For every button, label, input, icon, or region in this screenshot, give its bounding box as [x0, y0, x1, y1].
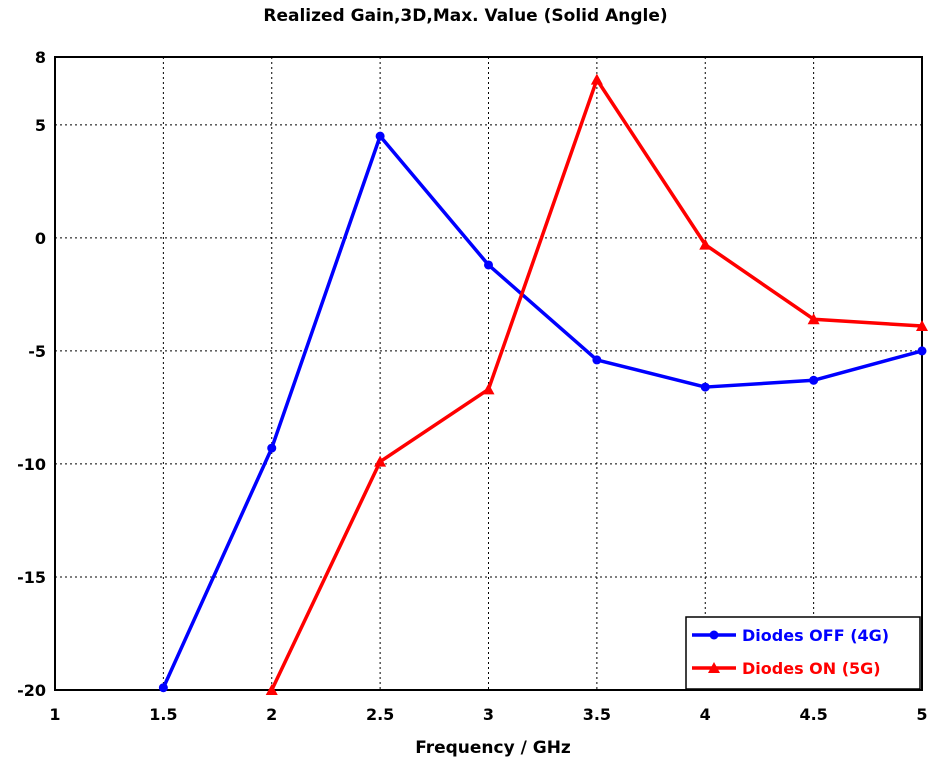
y-tick-label: -20	[17, 681, 46, 700]
x-tick-label: 4.5	[799, 705, 827, 724]
data-point	[807, 313, 820, 325]
y-tick-label: 0	[35, 229, 46, 248]
data-point	[700, 382, 710, 392]
x-tick-label: 2.5	[366, 705, 394, 724]
data-point	[482, 383, 495, 395]
x-axis-label: Frequency / GHz	[415, 738, 571, 758]
series-line	[161, 134, 923, 689]
x-axis-ticks: 1 1.5 2 2.5 3 3.5 4 4.5 5	[49, 705, 927, 724]
y-tick-label: 8	[35, 48, 46, 67]
y-axis-ticks: 8 5 0 -5 -10 -15 -20	[17, 48, 46, 700]
legend: Diodes OFF (4G) Diodes ON (5G)	[685, 616, 921, 690]
data-point	[158, 683, 168, 693]
data-point	[484, 260, 493, 270]
legend-label: Diodes OFF (4G)	[742, 626, 889, 645]
x-tick-label: 3.5	[583, 705, 611, 724]
legend-swatch-marker	[709, 630, 719, 640]
data-point	[374, 455, 387, 467]
legend-swatch-marker	[708, 662, 720, 673]
legend-item: Diodes ON (5G)	[692, 659, 881, 678]
x-tick-label: 4	[700, 705, 711, 724]
data-point	[590, 73, 603, 85]
series-layer	[158, 73, 928, 695]
x-tick-label: 1.5	[149, 705, 177, 724]
y-tick-label: -15	[17, 568, 46, 587]
data-point	[267, 443, 277, 453]
y-tick-label: -5	[28, 342, 46, 361]
plot-frame	[54, 56, 923, 691]
series-2	[265, 73, 928, 695]
data-point	[699, 238, 712, 250]
x-tick-label: 3	[483, 705, 494, 724]
data-point	[265, 684, 278, 695]
y-tick-label: -10	[17, 455, 46, 474]
data-point	[375, 131, 385, 141]
data-point	[917, 346, 927, 356]
legend-item: Diodes OFF (4G)	[692, 626, 889, 645]
y-tick-label: 5	[35, 116, 46, 135]
data-point	[592, 355, 602, 365]
legend-box	[685, 616, 921, 690]
legend-label: Diodes ON (5G)	[742, 659, 881, 678]
data-point	[809, 375, 819, 385]
x-tick-label: 5	[916, 705, 927, 724]
x-tick-label: 1	[49, 705, 60, 724]
chart-title: Realized Gain,3D,Max. Value (Solid Angle…	[263, 6, 668, 26]
series-1	[158, 131, 927, 693]
x-tick-label: 2	[266, 705, 277, 724]
grid-lines	[55, 57, 922, 690]
data-point	[916, 320, 928, 332]
